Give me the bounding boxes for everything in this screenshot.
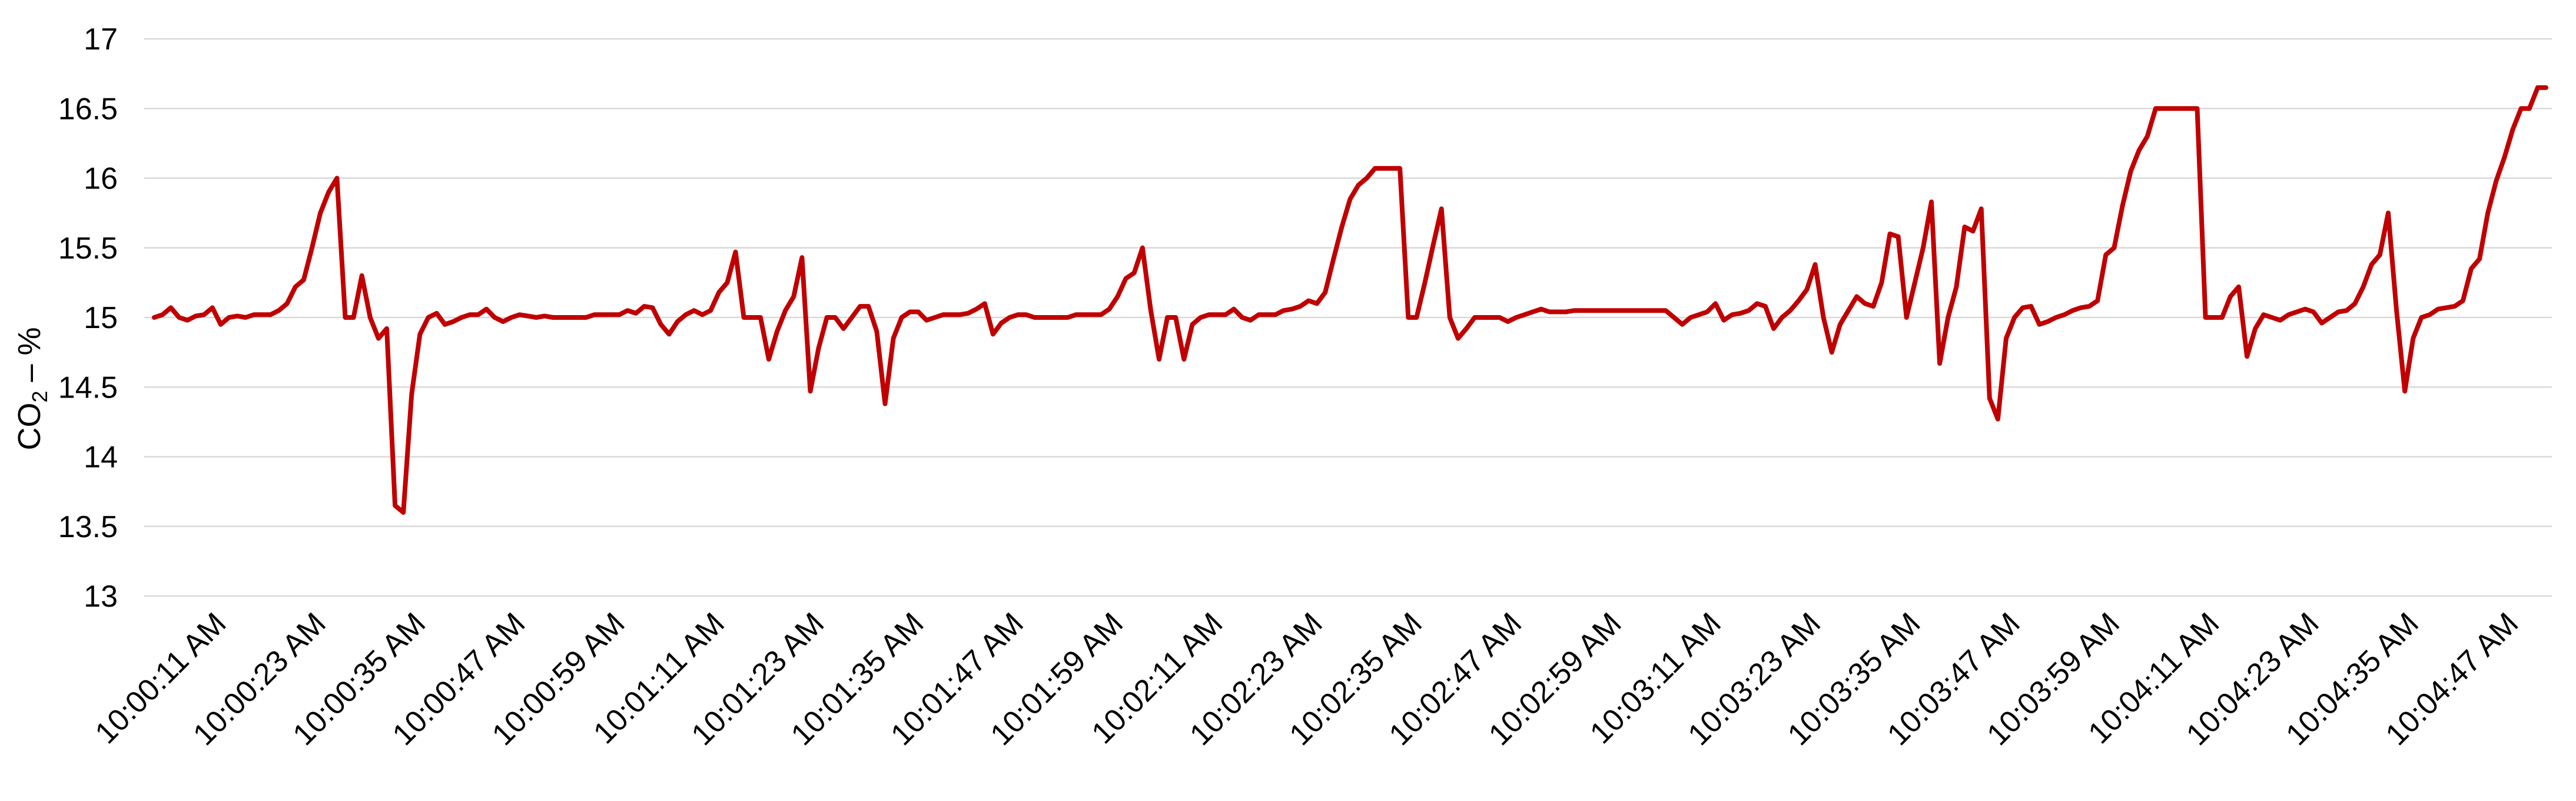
series — [152, 85, 2548, 515]
y-tick-label: 16.5 — [58, 92, 118, 126]
y-tick-label: 14.5 — [58, 370, 118, 405]
y-tick-label: 17 — [84, 22, 118, 57]
y-tick-label: 14 — [84, 441, 118, 475]
y-tick-label: 16 — [84, 162, 118, 196]
y-tick-label: 13 — [84, 580, 118, 614]
y-axis-ticks: 13 13.5 14 14.5 15 15.5 16 16.5 17 — [58, 22, 118, 614]
series-line — [152, 85, 2548, 515]
y-tick-label: 13.5 — [58, 510, 118, 544]
gridlines — [144, 38, 2552, 597]
y-axis-title: CO2 – % — [12, 327, 52, 450]
y-axis-title-subscript: 2 — [28, 391, 52, 403]
y-axis-title-suffix: – % — [12, 327, 47, 390]
y-axis-title-main: CO — [12, 403, 47, 451]
y-tick-label: 15.5 — [58, 231, 118, 266]
y-tick-label: 15 — [84, 301, 118, 335]
